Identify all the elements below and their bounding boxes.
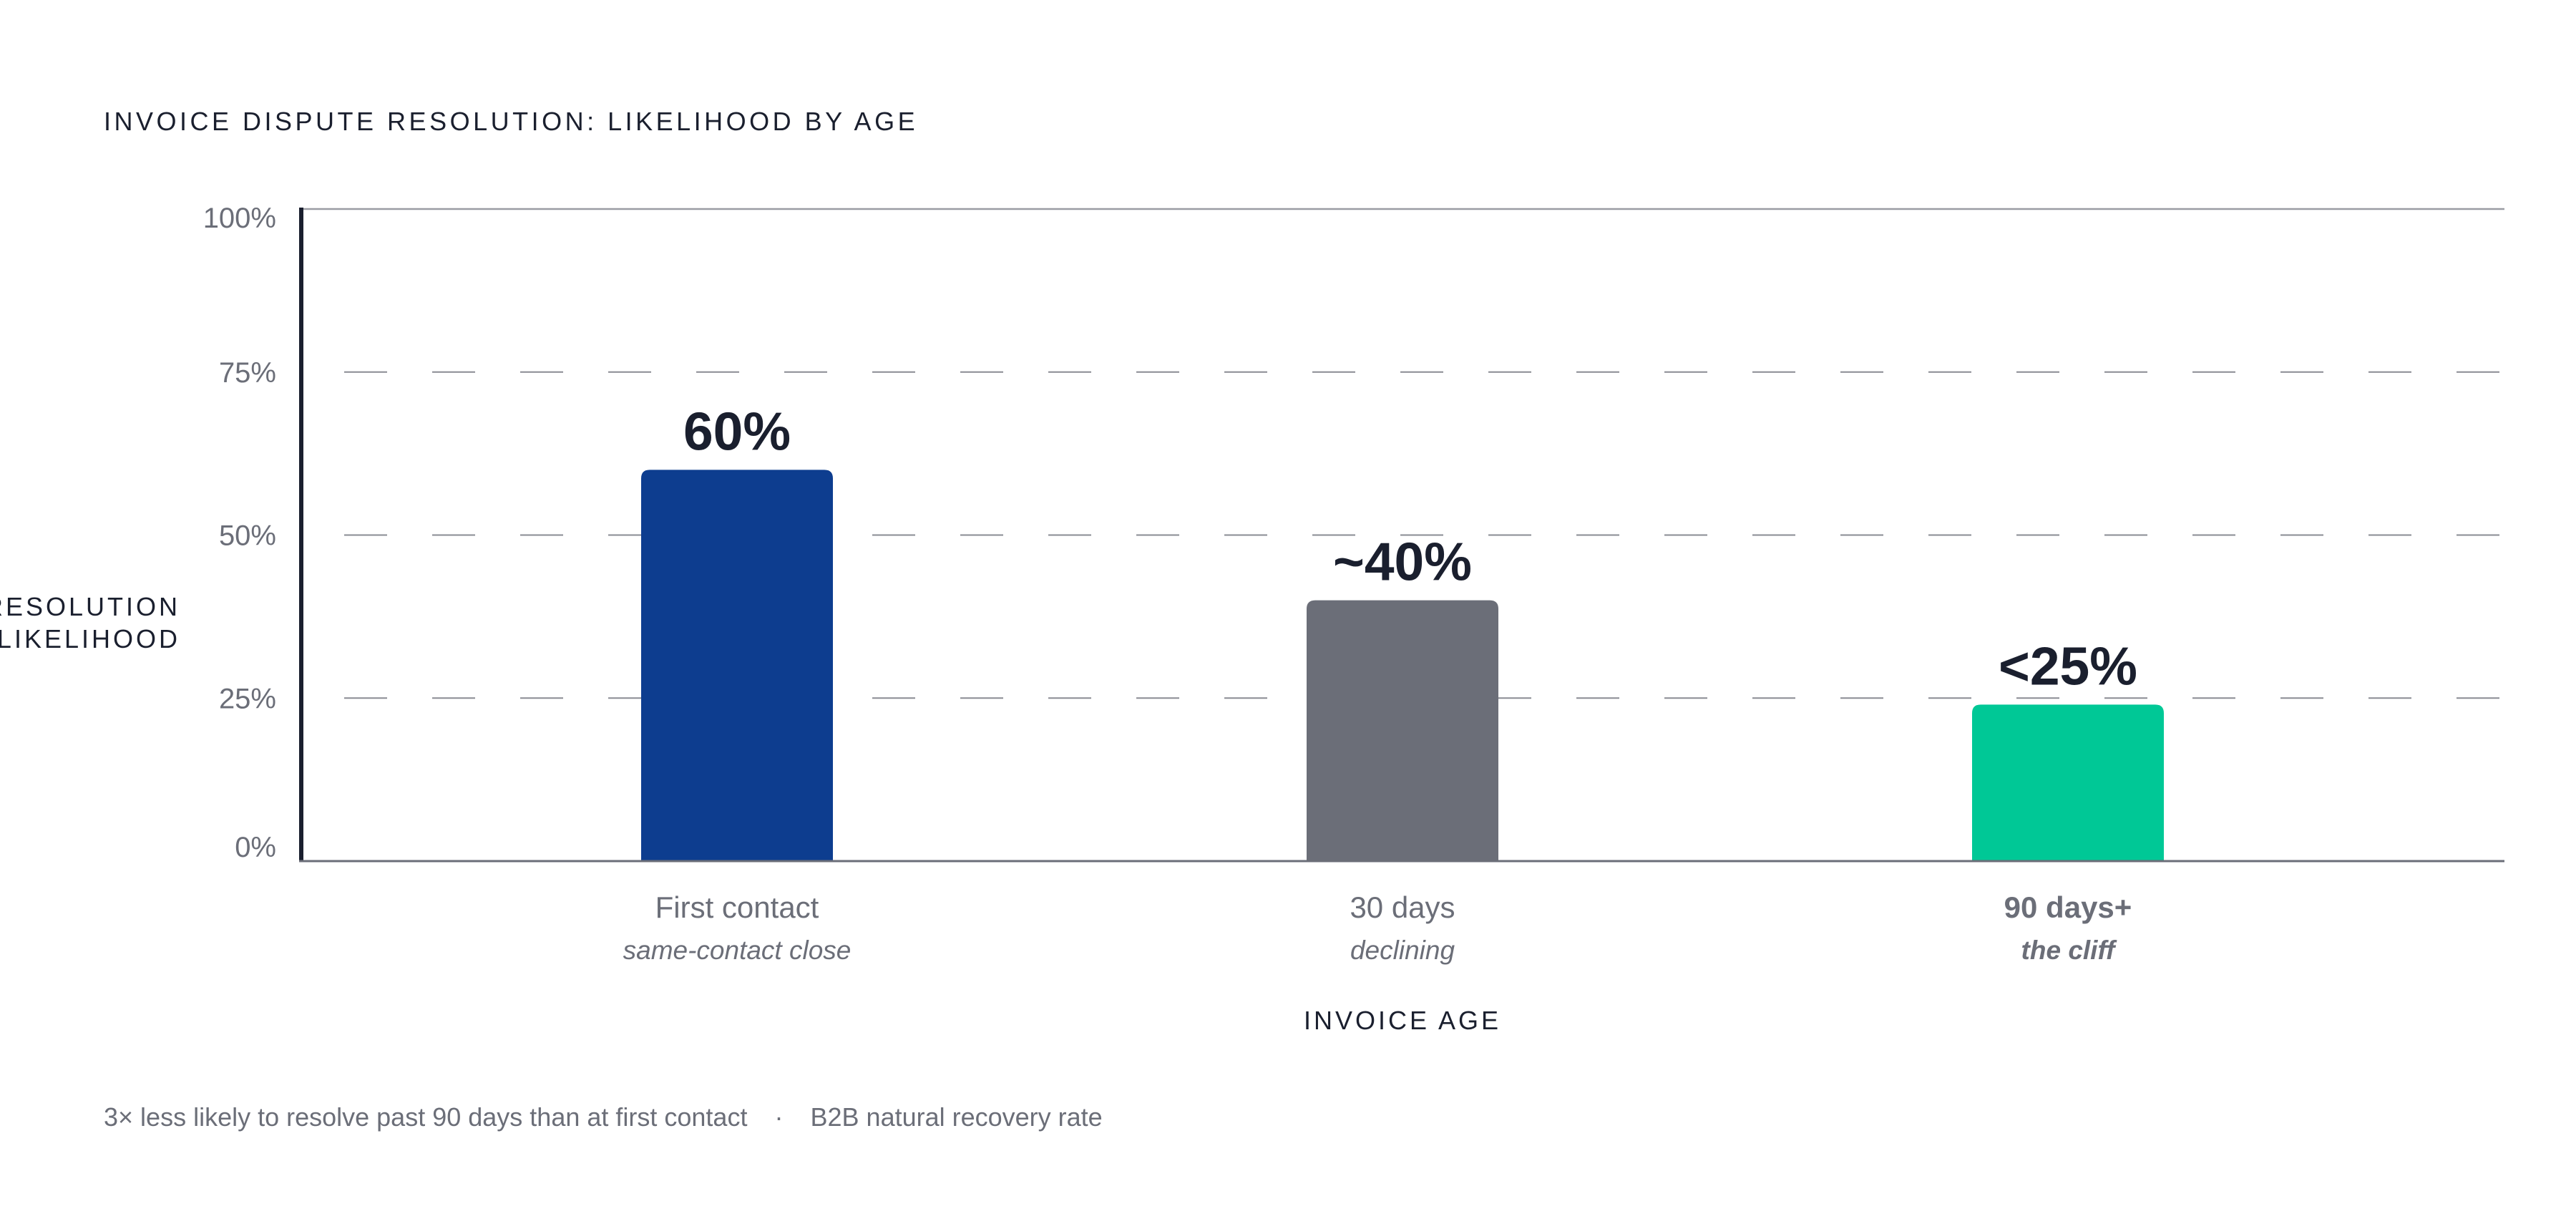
value-labels: 60% ~40% <25%: [683, 401, 2137, 696]
y-axis-ticks: 0% 25% 50% 75% 100%: [203, 203, 276, 863]
y-axis-title-line-1: RESOLUTION: [0, 592, 180, 621]
bar: [641, 470, 833, 861]
chart-title: INVOICE DISPUTE RESOLUTION: LIKELIHOOD B…: [104, 107, 918, 136]
data-label: ~40%: [1333, 532, 1472, 592]
footnote-separator: ·: [774, 1102, 783, 1132]
data-label: <25%: [1999, 636, 2137, 696]
x-tick-sublabel: the cliff: [2021, 936, 2118, 965]
bar: [1307, 600, 1498, 861]
x-axis-ticks: First contact same-contact close 30 days de…: [623, 890, 2132, 965]
x-tick-label: 30 days: [1350, 890, 1455, 924]
data-label: 60%: [683, 401, 791, 461]
footnote-source: B2B natural recovery rate: [811, 1102, 1103, 1132]
x-tick-sublabel: declining: [1350, 936, 1455, 965]
x-tick-label: First contact: [655, 890, 819, 924]
y-tick-label: 100%: [203, 203, 276, 234]
x-tick-sublabel: same-contact close: [623, 936, 852, 965]
y-tick-label: 0%: [235, 832, 276, 863]
bars: [641, 470, 2164, 861]
x-tick-label: 90 days+: [2004, 890, 2132, 924]
footnote-main: 3× less likely to resolve past 90 days t…: [104, 1102, 747, 1132]
y-axis-title-line-2: LIKELIHOOD: [0, 624, 180, 654]
y-tick-label: 25%: [219, 683, 276, 714]
y-tick-label: 50%: [219, 520, 276, 552]
bar: [1972, 704, 2164, 861]
footnote: 3× less likely to resolve past 90 days t…: [104, 1102, 1103, 1132]
y-tick-label: 75%: [219, 357, 276, 389]
x-axis-title: INVOICE AGE: [1304, 1006, 1501, 1035]
